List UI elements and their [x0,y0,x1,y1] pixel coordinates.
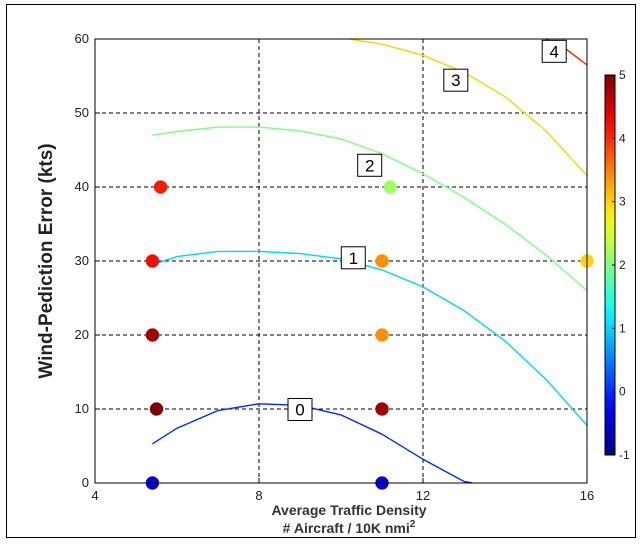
y-tick-label: 50 [75,105,89,120]
y-tick-label: 40 [75,179,89,194]
x-tick-label: 4 [91,488,98,503]
data-point [383,180,397,194]
contour-label-box-1 [340,246,366,270]
data-point [375,254,389,268]
y-tick-label: 0 [82,475,89,490]
data-point [375,328,389,342]
contour-labels: 0 1 2 3 4 [287,39,567,421]
x-axis-label-units: # Aircraft / 10K nmi2 [283,519,416,536]
x-tick-label: 8 [255,488,262,503]
contour-label-3: 3 [451,71,460,90]
colorbar-tick-label: 0 [619,385,626,399]
colorbar-tick-label: 1 [619,321,626,335]
contour-label-box-2 [357,153,383,177]
x-axis: 4 8 12 16 [91,478,594,503]
data-point [375,402,389,416]
y-tick-label: 10 [75,401,89,416]
x-axis-label: Average Traffic Density [271,502,426,518]
contour-label-2: 2 [365,156,374,175]
data-point [153,180,168,194]
colorbar-tick-label: -1 [619,448,630,462]
x-tick-label: 12 [416,488,430,503]
contour-label-box-0 [287,397,313,421]
colorbar-tick-label: 4 [619,131,626,145]
contour-line-2 [152,126,588,292]
contour-label-4: 4 [549,42,558,61]
colorbar-tick-label: 2 [619,258,626,272]
colorbar-tick-label: 3 [619,195,626,209]
y-tick-label: 30 [75,253,89,268]
y-axis: 0 10 20 30 40 50 60 [75,31,100,490]
y-axis-label: Wind-Pediction Error (kts) [36,143,57,378]
y-tick-label: 60 [75,31,89,46]
x-axis-units-superscript: 2 [410,519,416,530]
contour-line-0 [152,403,473,484]
contour-label-0: 0 [295,400,304,419]
contour-label-1: 1 [349,249,358,268]
colorbar: -1 0 1 2 3 4 5 [604,68,630,462]
contour-label-box-4 [541,39,567,63]
x-tick-label: 16 [580,488,594,503]
x-axis-units-text: # Aircraft / 10K nmi [283,520,410,536]
colorbar-tick-label: 5 [619,68,626,82]
y-tick-label: 20 [75,327,89,342]
contour-label-box-3 [443,68,469,92]
data-point [145,254,160,268]
data-point [145,328,160,342]
data-point [149,402,164,416]
